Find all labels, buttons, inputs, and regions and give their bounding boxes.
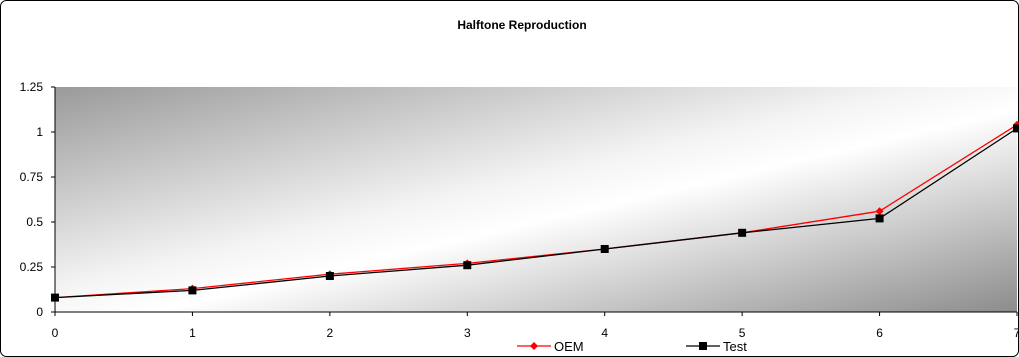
legend-marker-oem — [530, 342, 538, 350]
x-tick-label: 6 — [876, 326, 883, 340]
series-line-oem — [54, 124, 1018, 299]
y-tick-label: 1.25 — [20, 80, 44, 94]
series-layer — [51, 120, 1019, 302]
legend-label-oem: OEM — [554, 339, 584, 354]
y-tick-label: 1 — [36, 125, 43, 139]
data-point-oem — [875, 207, 884, 216]
y-tick-label: 0 — [36, 305, 43, 319]
legend: OEM Test — [517, 339, 747, 354]
data-point-test — [463, 261, 472, 270]
data-point-test — [1013, 124, 1019, 133]
legend-label-test: Test — [723, 339, 747, 354]
x-tick-label: 1 — [189, 326, 196, 340]
plot-area — [55, 87, 1017, 312]
data-point-test — [600, 245, 609, 253]
x-tick-label: 2 — [327, 326, 334, 340]
x-tick-label: 3 — [464, 326, 471, 340]
x-tick-label: 7 — [1014, 326, 1019, 340]
x-axis-ticks: 0 1 2 3 4 5 6 7 — [52, 312, 1019, 340]
data-point-test — [738, 228, 747, 237]
x-tick-label: 4 — [601, 326, 608, 340]
legend-marker-test — [699, 342, 707, 350]
x-tick-label: 5 — [739, 326, 746, 340]
y-tick-label: 0.75 — [20, 170, 44, 184]
data-point-test — [188, 286, 197, 295]
chart-title: Halftone Reproduction — [457, 18, 586, 32]
series-line-test — [54, 127, 1018, 299]
y-tick-label: 0.25 — [20, 260, 44, 274]
x-tick-label: 0 — [52, 326, 59, 340]
y-axis-ticks: 0 0.25 0.5 0.75 1 1.25 — [20, 80, 55, 319]
data-point-test — [51, 293, 59, 302]
data-point-test — [325, 272, 334, 280]
data-point-test — [875, 214, 884, 223]
y-tick-label: 0.5 — [26, 215, 43, 229]
